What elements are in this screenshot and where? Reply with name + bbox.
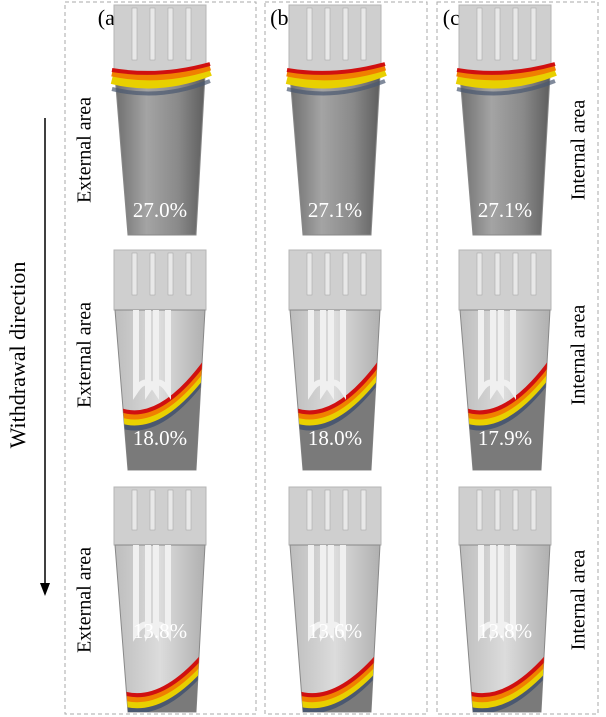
root-slot xyxy=(167,252,174,296)
cooling-front xyxy=(456,62,556,75)
cooling-front xyxy=(286,63,387,81)
cooling-front xyxy=(456,63,557,81)
blade-root xyxy=(458,4,552,76)
channel xyxy=(320,310,346,400)
root-slot xyxy=(476,7,483,61)
root-slot xyxy=(360,7,367,61)
root-slot xyxy=(185,252,192,296)
solid-zone xyxy=(115,662,205,712)
axis-label: Withdrawal direction xyxy=(5,262,30,449)
fraction-label: 18.0% xyxy=(308,426,362,450)
side-label: Internal area xyxy=(568,100,590,201)
fraction-label: 13.6% xyxy=(308,619,362,643)
fraction-label: 18.0% xyxy=(133,426,187,450)
root-slot xyxy=(149,252,156,296)
mushy-zone xyxy=(286,79,386,96)
panel-frame xyxy=(64,1,257,715)
root-slot xyxy=(306,252,313,296)
root-slot xyxy=(342,252,349,296)
fraction-label: 17.9% xyxy=(478,426,532,450)
root-slot xyxy=(512,489,519,531)
root-slot xyxy=(512,7,519,61)
root-slot xyxy=(494,7,501,61)
side-label: External area xyxy=(74,97,96,203)
blade-root xyxy=(113,249,207,311)
root-slot xyxy=(494,252,501,296)
root-slot xyxy=(185,489,192,531)
root-slot xyxy=(167,7,174,61)
root-slot xyxy=(324,252,331,296)
side-label: External area xyxy=(74,302,96,408)
channel xyxy=(145,545,171,642)
root-slot xyxy=(476,252,483,296)
solid-zone xyxy=(290,662,380,712)
channel xyxy=(145,310,171,400)
root-slot xyxy=(342,489,349,531)
blade-root xyxy=(458,486,552,546)
solid-zone xyxy=(460,662,550,712)
blade-root xyxy=(288,249,382,311)
blade-root xyxy=(113,486,207,546)
cooling-front xyxy=(455,66,557,89)
root-slot xyxy=(167,489,174,531)
fraction-label: 27.0% xyxy=(133,198,187,222)
arrow-head xyxy=(40,583,50,596)
side-label: Internal area xyxy=(568,305,590,406)
root-slot xyxy=(149,489,156,531)
root-slot xyxy=(494,489,501,531)
side-label: External area xyxy=(74,547,96,653)
root-slot xyxy=(306,7,313,61)
panel-frame xyxy=(436,1,599,715)
solid-zone xyxy=(115,370,205,470)
root-slot xyxy=(360,252,367,296)
solid-zone xyxy=(290,370,380,470)
fraction-label: 13.8% xyxy=(478,619,532,643)
root-slot xyxy=(530,7,537,61)
root-slot xyxy=(131,7,138,61)
root-slot xyxy=(530,252,537,296)
blade-root xyxy=(288,4,382,76)
panel-frame xyxy=(264,1,428,715)
blade-root xyxy=(288,486,382,546)
root-slot xyxy=(324,7,331,61)
channel xyxy=(490,310,516,400)
root-slot xyxy=(131,252,138,296)
mushy-zone xyxy=(456,79,556,96)
fraction-label: 13.8% xyxy=(133,619,187,643)
cooling-front xyxy=(285,66,387,89)
blade-root xyxy=(458,249,552,311)
mushy-zone xyxy=(111,79,211,96)
root-slot xyxy=(530,489,537,531)
side-label: Internal area xyxy=(568,550,590,651)
root-slot xyxy=(131,489,138,531)
root-slot xyxy=(360,489,367,531)
blade-root xyxy=(113,4,207,76)
channel xyxy=(320,545,346,642)
fraction-label: 27.1% xyxy=(308,198,362,222)
cooling-front xyxy=(111,62,211,75)
solid-zone xyxy=(460,370,550,470)
cooling-front xyxy=(111,63,212,81)
root-slot xyxy=(324,489,331,531)
root-slot xyxy=(512,252,519,296)
root-slot xyxy=(342,7,349,61)
channel xyxy=(490,545,516,642)
cooling-front xyxy=(110,66,212,89)
root-slot xyxy=(185,7,192,61)
root-slot xyxy=(149,7,156,61)
fraction-label: 27.1% xyxy=(478,198,532,222)
root-slot xyxy=(306,489,313,531)
root-slot xyxy=(476,489,483,531)
cooling-front xyxy=(286,62,386,75)
